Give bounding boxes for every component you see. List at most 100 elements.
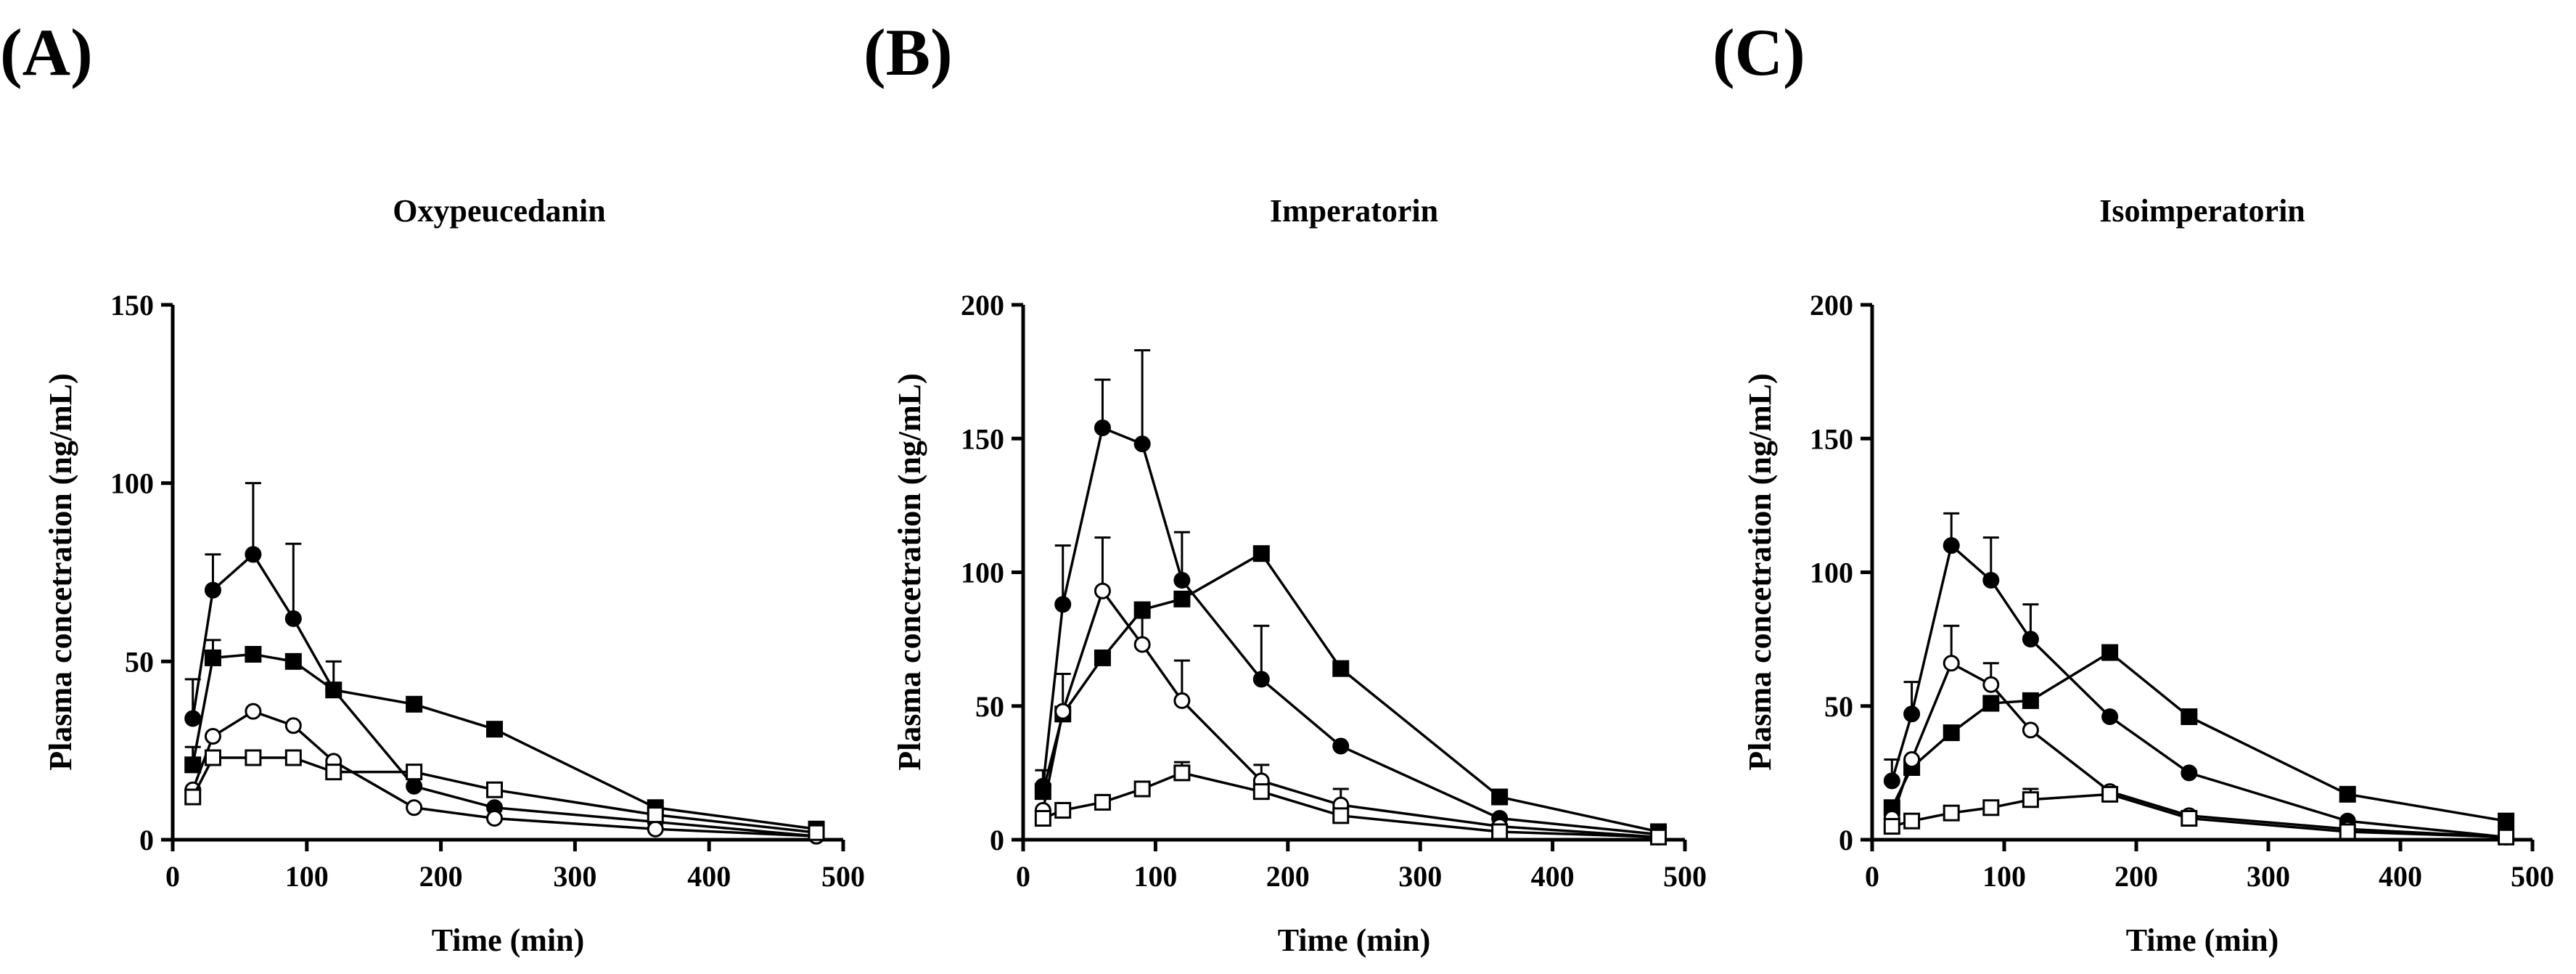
y-tick-label: 150	[961, 422, 1004, 455]
data-point	[1332, 807, 1350, 824]
data-point	[1982, 799, 2000, 817]
data-point	[1491, 823, 1509, 840]
chart-title: Oxypeucedanin	[393, 193, 605, 229]
data-point	[1094, 420, 1111, 437]
x-tick-label: 300	[553, 860, 596, 893]
data-point	[1173, 764, 1191, 782]
data-point	[1054, 596, 1072, 613]
series-open-circle	[1883, 624, 2515, 846]
x-tick-label: 200	[1266, 860, 1310, 893]
data-point	[1943, 537, 1960, 554]
chart-title: Isoimperatorin	[2099, 193, 2305, 229]
data-point	[2181, 708, 2198, 725]
data-point	[1943, 724, 1960, 742]
data-point	[284, 610, 302, 627]
x-tick-label: 300	[2247, 860, 2290, 893]
data-point	[1252, 545, 1270, 562]
data-point	[406, 695, 423, 713]
series-open-square	[1034, 761, 1668, 846]
data-point	[1252, 671, 1270, 688]
x-axis-label: Time (min)	[1278, 922, 1431, 958]
data-point	[1903, 705, 1921, 723]
data-point	[2101, 708, 2119, 725]
x-tick-label: 400	[687, 860, 731, 893]
data-point	[2022, 631, 2039, 648]
x-tick-label: 500	[2511, 860, 2554, 893]
data-point	[184, 756, 202, 774]
data-point	[1982, 695, 2000, 712]
x-tick-label: 400	[2379, 860, 2422, 893]
series-filled-square	[1034, 545, 1668, 840]
series-line	[1890, 650, 2506, 822]
series-filled-circle	[184, 482, 825, 845]
data-point	[1982, 572, 2000, 589]
data-point	[245, 703, 262, 720]
series-line	[1041, 426, 1659, 836]
data-point	[284, 717, 302, 734]
data-point	[2498, 812, 2515, 830]
data-point	[284, 749, 302, 766]
data-point	[406, 764, 423, 781]
data-point	[325, 682, 342, 699]
x-tick-label: 200	[2114, 860, 2158, 893]
data-point	[2498, 828, 2515, 846]
series-line	[1041, 588, 1659, 839]
data-point	[284, 652, 302, 670]
series-line	[192, 756, 817, 834]
data-point	[1133, 435, 1151, 453]
chart-panel-3: (C) Isoimperatorin Time (min) Plasma concet…	[1712, 15, 2554, 958]
data-point	[2022, 721, 2039, 739]
data-point	[1943, 655, 1960, 672]
panel-label: (C)	[1712, 15, 1805, 89]
x-axis-label: Time (min)	[432, 922, 585, 958]
series-open-circle	[1034, 536, 1668, 846]
data-point	[1054, 801, 1072, 819]
y-tick-label: 50	[125, 645, 154, 678]
series-filled-circle	[1034, 349, 1668, 843]
x-tick-label: 100	[1133, 860, 1177, 893]
data-point	[1173, 572, 1191, 589]
data-point	[1094, 582, 1111, 599]
data-point	[647, 820, 664, 838]
data-point	[1903, 750, 1921, 768]
data-point	[1034, 810, 1051, 827]
data-point	[1173, 590, 1191, 607]
y-tick-label: 200	[961, 289, 1004, 322]
data-point	[1982, 676, 2000, 693]
panel-label: (B)	[864, 15, 953, 89]
y-tick-label: 0	[990, 824, 1004, 856]
y-tick-label: 100	[1810, 557, 1853, 589]
data-point	[1883, 818, 1900, 835]
data-point	[1332, 737, 1350, 755]
data-point	[2181, 764, 2198, 782]
data-point	[1943, 804, 1960, 822]
data-point	[1650, 828, 1668, 846]
data-point	[1054, 703, 1072, 720]
data-point	[1133, 601, 1151, 618]
data-point	[1173, 692, 1191, 709]
data-point	[2339, 823, 2356, 840]
chart-panel-2: (B) Imperatorin Time (min) Plasma concetrat…	[864, 15, 1707, 958]
x-tick-label: 500	[1663, 860, 1707, 893]
series-open-square	[1883, 785, 2515, 846]
data-point	[245, 646, 262, 663]
y-axis-label: Plasma concetration (ng/mL)	[1742, 373, 1778, 770]
y-tick-label: 150	[110, 289, 154, 322]
data-point	[2022, 692, 2039, 709]
x-tick-label: 0	[1865, 860, 1879, 893]
data-point	[2101, 785, 2119, 803]
data-point	[204, 581, 221, 599]
x-tick-label: 200	[419, 860, 463, 893]
x-tick-label: 500	[821, 860, 865, 893]
panel-label: (A)	[0, 15, 93, 89]
data-point	[204, 728, 221, 745]
data-point	[184, 710, 202, 727]
data-point	[325, 764, 342, 781]
data-point	[2022, 791, 2039, 809]
data-point	[486, 781, 504, 798]
data-point	[1133, 780, 1151, 798]
x-tick-label: 100	[285, 860, 329, 893]
data-point	[1332, 660, 1350, 677]
series-line	[1890, 543, 2506, 839]
